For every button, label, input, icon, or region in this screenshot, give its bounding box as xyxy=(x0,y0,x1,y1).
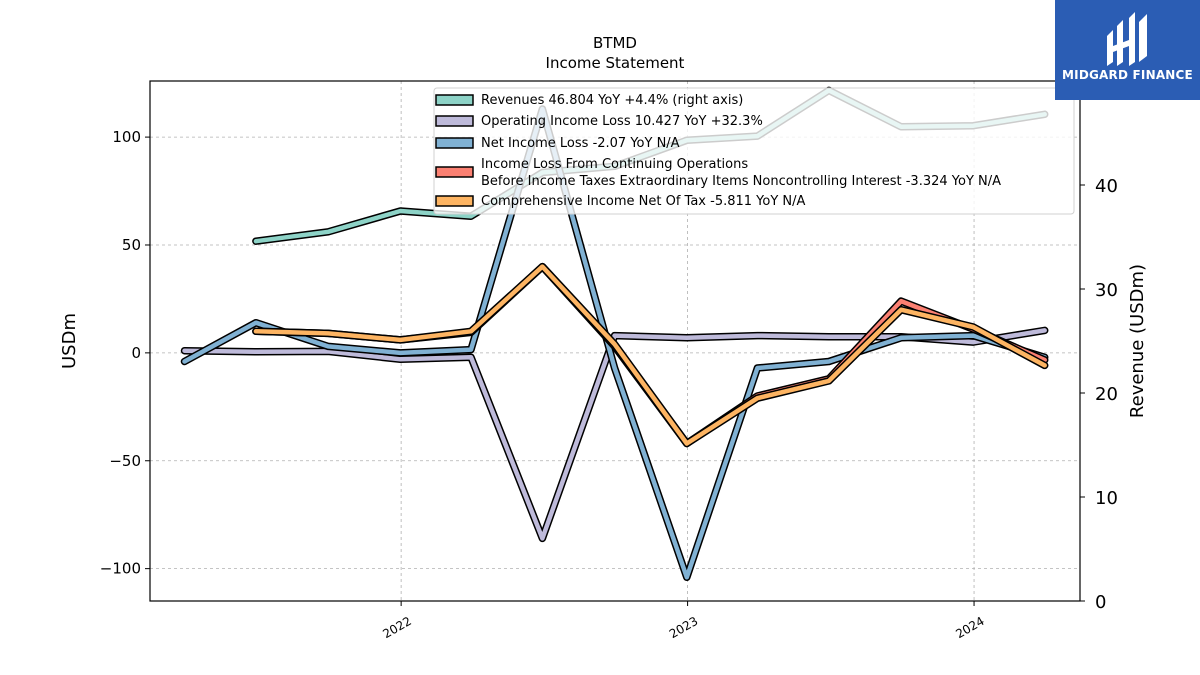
right-axis-ticks: 0 10 20 30 40 xyxy=(1080,176,1118,613)
legend-swatch xyxy=(435,195,474,207)
chart-subtitle: Income Statement xyxy=(546,54,685,72)
legend-label: Comprehensive Income Net Of Tax -5.811 Y… xyxy=(481,194,806,209)
legend-label: Before Income Taxes Extraordinary Items … xyxy=(481,174,1001,189)
left-axis-ticks: −100 −50 0 50 100 xyxy=(100,128,150,578)
x-tick-label: 2023 xyxy=(667,614,700,641)
right-tick-label: 0 xyxy=(1095,592,1106,613)
legend-swatch xyxy=(435,115,474,127)
legend-label: Operating Income Loss 10.427 YoY +32.3% xyxy=(481,114,763,129)
legend-swatch xyxy=(435,137,474,149)
right-tick-label: 40 xyxy=(1095,176,1118,197)
left-tick-label: −100 xyxy=(100,560,141,578)
left-tick-label: 50 xyxy=(122,236,141,254)
legend-box xyxy=(433,87,1075,215)
left-tick-label: 0 xyxy=(131,344,141,362)
series-line xyxy=(253,264,1047,446)
right-tick-label: 20 xyxy=(1095,384,1118,405)
chart-title: BTMD xyxy=(593,34,637,52)
y-axis-label: USDm xyxy=(59,313,80,369)
x-tick-label: 2022 xyxy=(380,614,413,641)
series-lines xyxy=(180,86,1049,582)
plot-frame xyxy=(149,80,1081,602)
legend-label: Income Loss From Continuing Operations xyxy=(481,157,748,172)
right-tick-label: 10 xyxy=(1095,488,1118,509)
legend-swatch xyxy=(435,166,474,178)
y-axis-right-label: Revenue (USDm) xyxy=(1127,264,1148,418)
legend-label: Net Income Loss -2.07 YoY N/A xyxy=(481,136,680,151)
midgard-finance-logo: MIDGARD FINANCE xyxy=(1055,0,1200,100)
logo-mark-icon xyxy=(1107,12,1147,66)
legend: Revenues 46.804 YoY +4.4% (right axis) Op… xyxy=(433,87,1075,215)
x-axis-ticks: 2022 2023 2024 xyxy=(380,601,987,641)
right-tick-label: 30 xyxy=(1095,280,1118,301)
left-tick-label: −50 xyxy=(109,452,141,470)
left-tick-label: 100 xyxy=(112,128,141,146)
logo-text: MIDGARD FINANCE xyxy=(1062,68,1193,82)
x-tick-label: 2024 xyxy=(953,614,986,641)
series-line xyxy=(182,106,1047,580)
legend-label: Revenues 46.804 YoY +4.4% (right axis) xyxy=(481,93,743,108)
legend-swatch xyxy=(435,94,474,106)
